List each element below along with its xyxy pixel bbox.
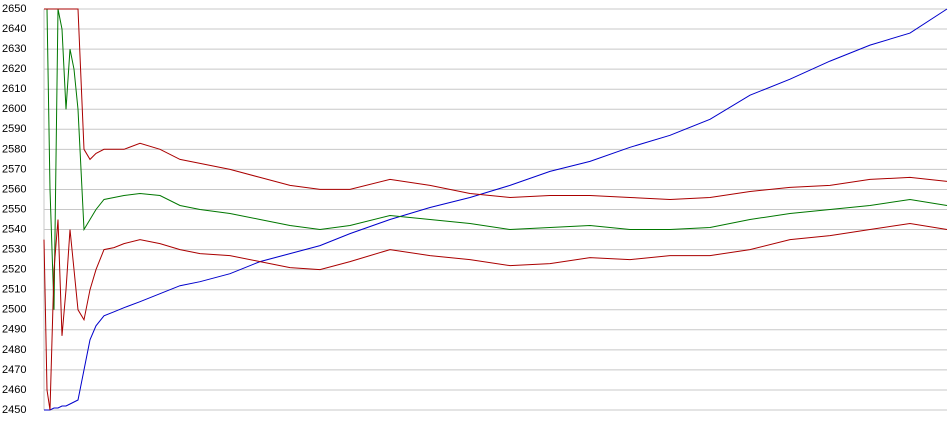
y-tick-label: 2530	[2, 244, 26, 256]
y-tick-label: 2510	[2, 284, 26, 296]
y-tick-label: 2500	[2, 304, 26, 316]
y-tick-label: 2620	[2, 63, 26, 75]
y-tick-label: 2520	[2, 264, 26, 276]
y-tick-label: 2550	[2, 203, 26, 215]
y-tick-label: 2490	[2, 324, 26, 336]
y-tick-label: 2610	[2, 83, 26, 95]
y-tick-label: 2560	[2, 183, 26, 195]
series-line	[44, 8, 948, 411]
y-tick-label: 2630	[2, 43, 26, 55]
y-tick-label: 2470	[2, 364, 26, 376]
y-tick-label: 2650	[2, 3, 26, 15]
y-tick-label: 2460	[2, 384, 26, 396]
y-tick-label: 2590	[2, 123, 26, 135]
y-tick-label: 2540	[2, 223, 26, 235]
y-tick-label: 2480	[2, 344, 26, 356]
y-tick-label: 2580	[2, 143, 26, 155]
y-tick-label: 2640	[2, 23, 26, 35]
y-tick-label: 2600	[2, 103, 26, 115]
series-line	[44, 8, 948, 310]
y-tick-label: 2570	[2, 163, 26, 175]
series-line	[43, 219, 948, 411]
y-tick-label: 2450	[2, 404, 26, 416]
series-line	[44, 8, 948, 201]
